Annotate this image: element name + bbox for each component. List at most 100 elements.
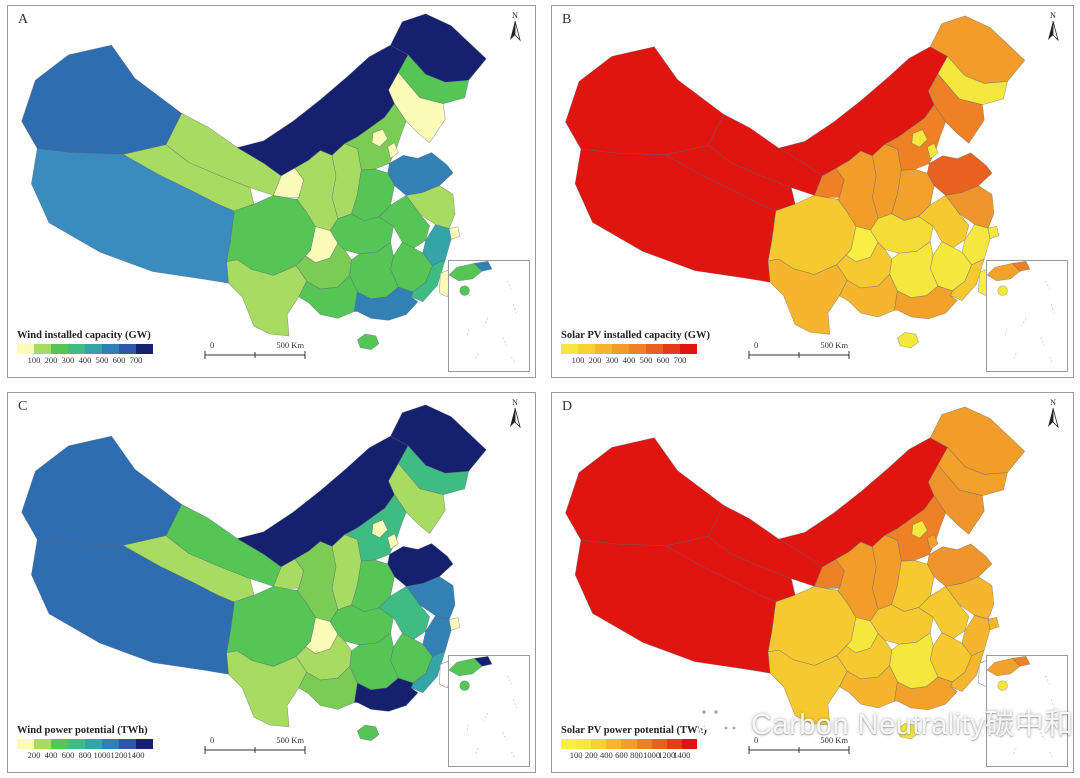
panel-a: A N Wind installed capacity (GW) 100 200 3… — [7, 5, 536, 378]
inset-coast-shape — [473, 656, 493, 667]
legend-ramp-segment — [651, 739, 667, 749]
scale-zero: 0 — [210, 735, 215, 745]
legend-ramp-segment — [68, 344, 85, 354]
legend-title: Wind installed capacity (GW) — [17, 330, 151, 341]
legend-ramp-segment — [85, 739, 102, 749]
scale-bar: 0 500 Km — [200, 340, 310, 361]
province-BJ — [911, 520, 928, 539]
legend-tick-label: 200 — [27, 750, 41, 760]
legend-ramp-segment — [591, 739, 607, 749]
province-FJ — [950, 649, 985, 692]
legend-tick-label: 200 — [584, 750, 598, 760]
inset-islands-dashes — [1004, 724, 1007, 733]
panel-label: A — [18, 12, 30, 27]
legend-ramp-segment — [680, 344, 697, 354]
legend-ramp-segment — [51, 739, 68, 749]
inset-hainan-island — [997, 680, 1008, 691]
legend-tick-label: 1400 — [673, 750, 691, 760]
inset-coast-shape — [1011, 261, 1031, 272]
scale-bar: 0 500 Km — [200, 735, 310, 756]
inset-hainan-island — [459, 680, 470, 691]
inset-islands-dashes — [1012, 747, 1017, 756]
legend-ramp-segment — [595, 344, 612, 354]
legend-ramp-segment — [606, 739, 622, 749]
province-XJ — [565, 437, 725, 547]
south-china-sea-inset — [448, 260, 530, 372]
north-arrow-icon: N — [1045, 12, 1061, 47]
inset-islands-dashes — [1004, 329, 1007, 338]
legend-tick-label: 400 — [44, 750, 58, 760]
inset-hainan-island — [997, 285, 1008, 296]
inset-islands-dashes — [1051, 304, 1055, 314]
province-HI — [357, 333, 380, 350]
legend-tick-label: 800 — [78, 750, 92, 760]
legend-ramp-segment — [119, 344, 136, 354]
inset-islands-dashes — [1021, 317, 1027, 326]
scale-distance: 500 Km — [820, 340, 848, 350]
province-JS — [405, 576, 456, 620]
legend-ramp-segment — [34, 739, 51, 749]
province-TJ — [927, 142, 939, 159]
legend-ramp-segment — [646, 344, 663, 354]
scale-distance: 500 Km — [820, 735, 848, 745]
legend-tick-label: 600 — [615, 750, 628, 760]
province-HI — [897, 332, 919, 349]
south-china-sea-inset — [986, 260, 1068, 372]
province-BJ — [371, 519, 388, 538]
north-arrow-icon: N — [507, 12, 523, 47]
legend-ramp-segment — [102, 739, 119, 749]
north-arrow-icon: N — [1045, 399, 1061, 434]
inset-coast-shape — [1011, 656, 1031, 667]
legend-color-ramp — [17, 739, 153, 749]
province-JS — [945, 576, 995, 620]
province-FJ — [410, 259, 446, 303]
inset-islands-dashes — [502, 732, 507, 741]
province-GD — [354, 286, 419, 321]
legend-ramp-segment — [576, 739, 592, 749]
panel-d: D N Solar PV power potential (TWh) 100 20… — [551, 392, 1074, 773]
legend-ticks: 100 200 300 400 500 600 700 — [561, 354, 711, 365]
legend-tick-label: 500 — [639, 355, 653, 365]
inset-islands-dashes — [1045, 280, 1050, 289]
map-legend: Solar PV power potential (TWh) 100 200 400… — [561, 725, 711, 760]
province-SH — [448, 617, 461, 631]
legend-ramp-segment — [636, 739, 652, 749]
south-china-sea-inset — [448, 655, 530, 767]
legend-ticks: 100 200 300 400 500 600 700 — [17, 354, 167, 365]
inset-islands-dashes — [466, 724, 469, 733]
legend-ramp-segment — [136, 344, 153, 354]
province-GD — [894, 676, 958, 711]
legend-tick-label: 100 — [569, 750, 583, 760]
legend-ticks: 200 400 600 800 1000 1200 1400 — [17, 749, 167, 760]
legend-ramp-segment — [663, 344, 680, 354]
legend-ticks: 100 200 400 600 800 1000 1200 1400 — [561, 749, 711, 760]
legend-ramp-segment — [102, 344, 119, 354]
province-LN — [388, 72, 446, 143]
inset-islands-dashes — [502, 337, 507, 346]
province-XJ — [21, 435, 183, 546]
panel-label: C — [18, 399, 29, 414]
legend-title: Solar PV power potential (TWh) — [561, 725, 707, 736]
legend-tick-label: 600 — [61, 750, 75, 760]
legend-tick-label: 100 — [571, 355, 585, 365]
inset-islands-dashes — [1049, 751, 1053, 759]
south-china-sea-inset — [986, 655, 1068, 767]
legend-ramp-segment — [85, 344, 102, 354]
legend-ramp-segment — [136, 739, 153, 749]
legend-ramp-segment — [17, 344, 34, 354]
legend-ramp-segment — [34, 344, 51, 354]
inset-islands-dashes — [513, 699, 517, 709]
map-legend: Solar PV installed capacity (GW) 100 200 3… — [561, 330, 711, 365]
panel-b: B N Solar PV installed capacity (GW) 100… — [551, 5, 1074, 378]
legend-tick-label: 1200 — [658, 750, 676, 760]
scale-zero: 0 — [754, 340, 759, 350]
legend-ramp-segment — [561, 739, 577, 749]
province-FJ — [410, 650, 446, 694]
inset-islands-dashes — [1040, 337, 1045, 346]
map-legend: Wind power potential (TWh) 200 400 600 800 1… — [17, 725, 167, 760]
inset-islands-dashes — [483, 317, 489, 326]
legend-ramp-segment — [629, 344, 646, 354]
scale-zero: 0 — [210, 340, 215, 350]
province-LN — [927, 73, 985, 144]
legend-tick-label: 500 — [95, 355, 109, 365]
